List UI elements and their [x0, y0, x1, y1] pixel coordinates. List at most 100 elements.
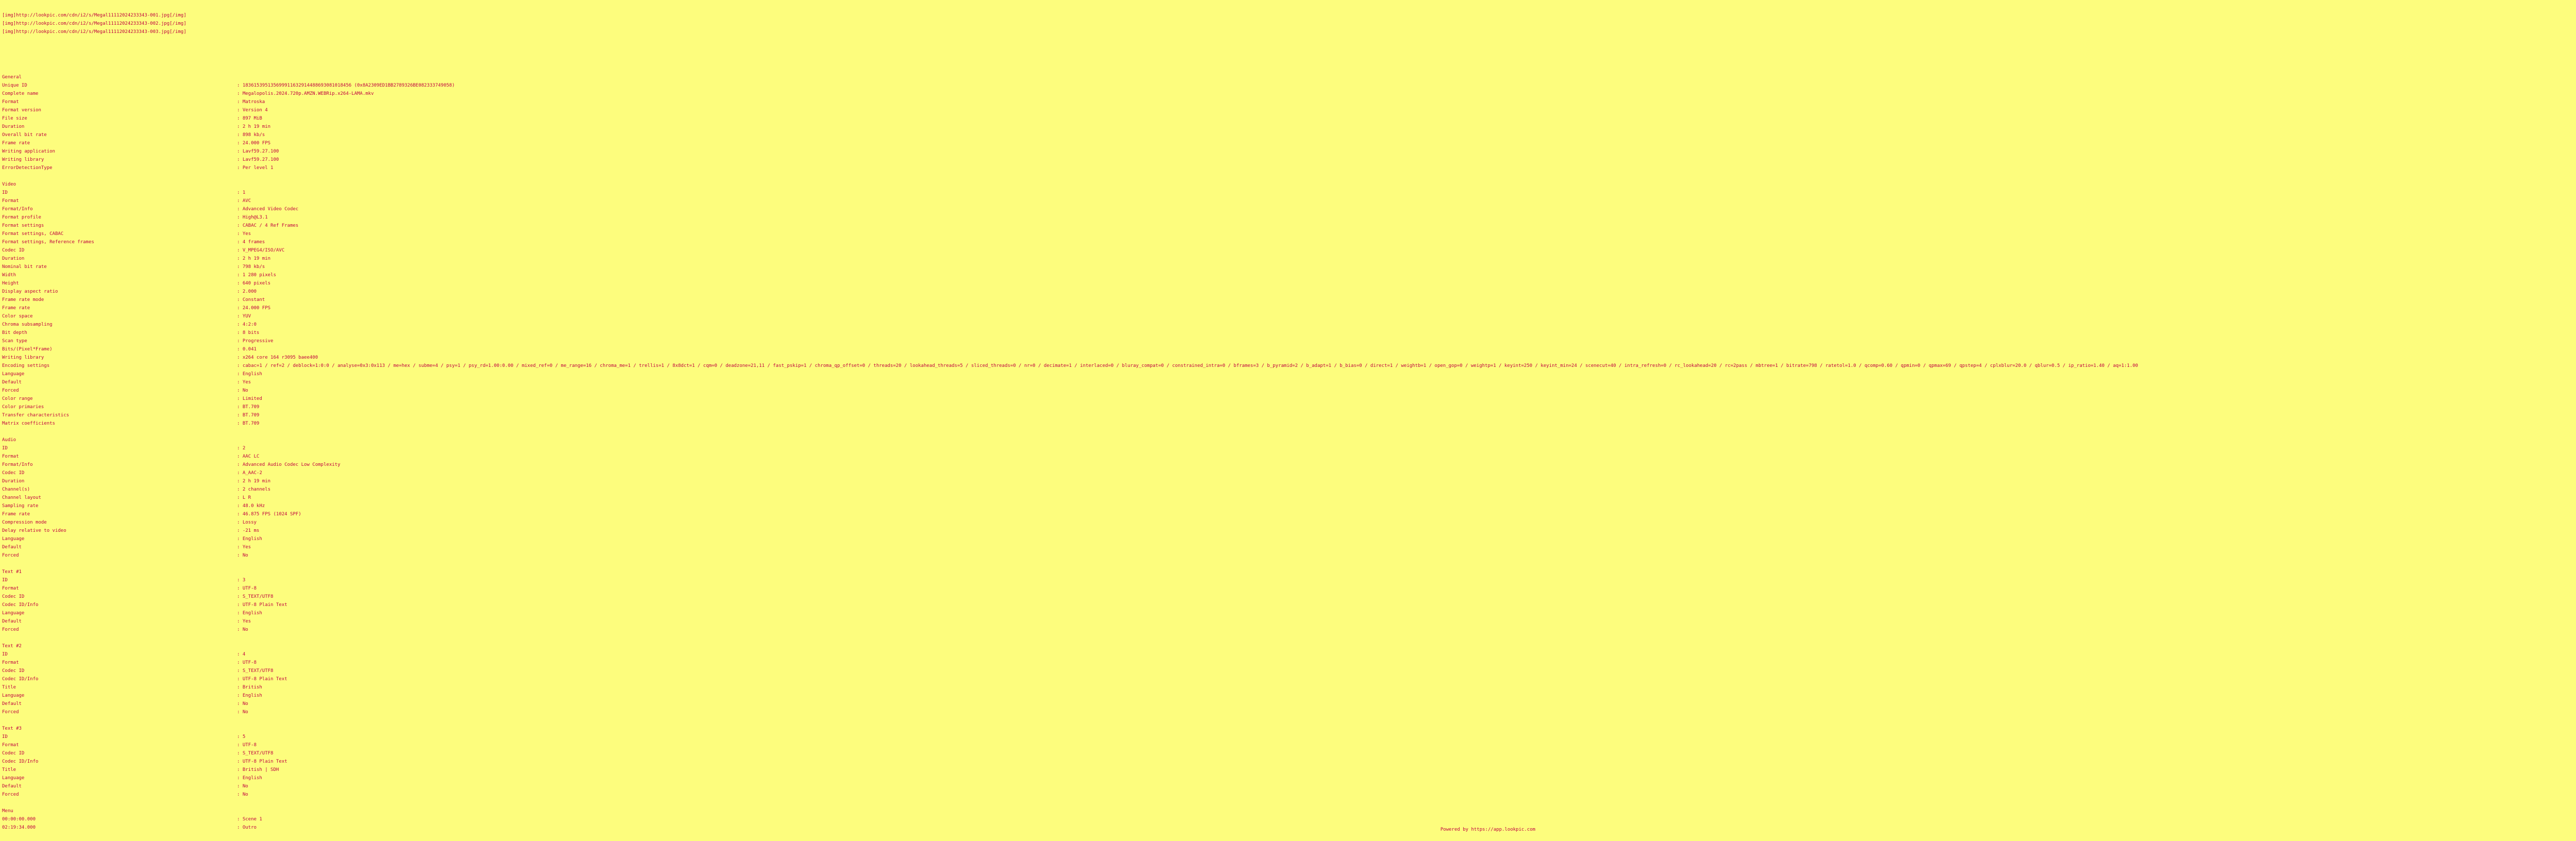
info-row-value: S_TEXT/UTF8	[237, 594, 273, 599]
info-row-value: Outro	[237, 825, 257, 830]
info-row-label: ID	[2, 190, 8, 195]
info-row-label: Codec ID	[2, 594, 25, 599]
info-row-value: No	[237, 388, 248, 393]
info-row-value: 4 frames	[237, 240, 265, 245]
info-row-label: Complete name	[2, 91, 39, 96]
info-row-label: Duration	[2, 256, 25, 261]
info-row-label: Format profile	[2, 215, 41, 220]
info-row-value: 2 h 19 min	[237, 256, 270, 261]
info-row-value: Megalopolis.2024.720p.AMZN.WEBRip.x264-L…	[237, 91, 374, 96]
info-row-value: 183615395135699911632914488693081018456 …	[237, 83, 455, 88]
info-row-label: Chroma subsampling	[2, 322, 53, 327]
info-row: Color primaries BT.709	[2, 403, 2576, 411]
info-row-label: Forced	[2, 710, 19, 715]
info-row: ID 4	[2, 650, 2576, 659]
info-row-value: UTF-8	[237, 660, 257, 665]
info-row-label: Scan type	[2, 339, 27, 344]
info-row-label: Format	[2, 454, 19, 459]
info-row: Nominal bit rate 798 kb/s	[2, 263, 2576, 271]
info-row-value: Matroska	[237, 99, 265, 105]
info-row-label: Codec ID	[2, 470, 25, 476]
info-row-value: English	[237, 372, 262, 377]
info-row-label: Codec ID/Info	[2, 602, 39, 608]
section-text-1: Text #1 ID 3 Format UTF-8 Codec ID S_TEXT/UTF8…	[2, 568, 2576, 634]
info-row: ID 1	[2, 189, 2576, 197]
info-row-label: Color range	[2, 396, 33, 401]
info-row-label: Frame rate	[2, 306, 30, 311]
info-row-label: Forced	[2, 792, 19, 797]
blank-line	[2, 172, 2576, 180]
info-row-value: Lavf59.27.100	[237, 157, 279, 162]
info-row: Writing library Lavf59.27.100	[2, 156, 2576, 164]
info-row: Format/Info Advanced Audio Codec Low Comp…	[2, 461, 2576, 469]
info-row-value: Lossy	[237, 520, 257, 525]
info-row-label: Writing library	[2, 355, 44, 360]
section-video: Video ID 1 Format AVC Format/Info Advanced Vid…	[2, 180, 2576, 428]
info-row-label: Duration	[2, 124, 25, 129]
info-row-label: Color space	[2, 314, 33, 319]
info-row-value: 898 kb/s	[237, 132, 265, 138]
info-row-value: Limited	[237, 396, 262, 401]
info-row: Format Matroska	[2, 98, 2576, 106]
info-row-label: Language	[2, 693, 25, 698]
info-row-value: English	[237, 611, 262, 616]
info-row-label: ID	[2, 652, 8, 657]
info-row-label: Frame rate	[2, 141, 30, 146]
info-row-value: 24.000 FPS	[237, 141, 270, 146]
info-row-label: Default	[2, 380, 22, 385]
info-row: Height 640 pixels	[2, 279, 2576, 288]
info-row-label: Duration	[2, 479, 25, 484]
info-row: Transfer characteristics BT.709	[2, 411, 2576, 419]
info-row: Frame rate 24.000 FPS	[2, 139, 2576, 147]
info-row-label: Encoding settings	[2, 363, 50, 368]
info-row: Complete name Megalopolis.2024.720p.AMZN.…	[2, 90, 2576, 98]
footer-link[interactable]: Powered by https://app.lookpic.com	[1440, 827, 1536, 832]
info-row: Writing library x264 core 164 r3095 baee4…	[2, 354, 2576, 362]
info-row: Codec ID S_TEXT/UTF8	[2, 593, 2576, 601]
info-row: Default Yes	[2, 378, 2576, 386]
info-row: 00:00:00.000 Scene 1	[2, 815, 2576, 823]
info-row-value: CABAC / 4 Ref Frames	[237, 223, 298, 228]
info-row: Bits/(Pixel*Frame) 0.041	[2, 345, 2576, 354]
section-title: General	[2, 75, 22, 80]
info-row: Format AVC	[2, 197, 2576, 205]
info-row-value: 24.000 FPS	[237, 306, 270, 311]
info-row-value: No	[237, 627, 248, 632]
info-row: Format version Version 4	[2, 106, 2576, 114]
section-general: General Unique ID 183615395135699911632914…	[2, 73, 2576, 172]
info-row-label: Format	[2, 743, 19, 748]
section-menu: Menu 00:00:00.000 Scene 1 02:19:34.000 Outro	[2, 807, 2576, 832]
info-row: Delay relative to video -21 ms	[2, 527, 2576, 535]
info-row-label: ID	[2, 578, 8, 583]
footer: Powered by https://app.lookpic.com	[0, 826, 2576, 834]
info-row-label: Default	[2, 619, 22, 624]
info-row-value: UTF-8	[237, 586, 257, 591]
info-row-value: S_TEXT/UTF8	[237, 751, 273, 756]
info-row: Sampling rate 48.0 kHz	[2, 502, 2576, 510]
info-row: Frame rate 46.875 FPS (1024 SPF)	[2, 510, 2576, 518]
info-row: Color space YUV	[2, 312, 2576, 321]
info-row-value: 46.875 FPS (1024 SPF)	[237, 512, 301, 517]
info-row: Bit depth 8 bits	[2, 329, 2576, 337]
info-row: Scan type Progressive	[2, 337, 2576, 345]
info-row-label: Title	[2, 685, 16, 690]
info-row-value: Progressive	[237, 339, 273, 344]
info-row: Overall bit rate 898 kb/s	[2, 131, 2576, 139]
info-row-label: Frame rate	[2, 512, 30, 517]
info-row-value: -21 ms	[237, 528, 259, 533]
info-row-label: Format/Info	[2, 207, 33, 212]
info-row-value: English	[237, 536, 262, 542]
info-row-label: Language	[2, 536, 25, 542]
info-row: Duration 2 h 19 min	[2, 477, 2576, 485]
info-row-label: Width	[2, 273, 16, 278]
info-row-value: Advanced Audio Codec Low Complexity	[237, 462, 341, 467]
info-row-label: Codec ID	[2, 248, 25, 253]
info-row-label: 00:00:00.000	[2, 817, 36, 822]
info-row-value: Advanced Video Codec	[237, 207, 298, 212]
mediainfo-sections: General Unique ID 183615395135699911632914…	[2, 65, 2576, 832]
info-row: Format profile High@L3.1	[2, 213, 2576, 222]
info-row-label: Bit depth	[2, 330, 27, 335]
info-row: Default Yes	[2, 543, 2576, 551]
info-row: Frame rate 24.000 FPS	[2, 304, 2576, 312]
info-row-label: Transfer characteristics	[2, 413, 70, 418]
